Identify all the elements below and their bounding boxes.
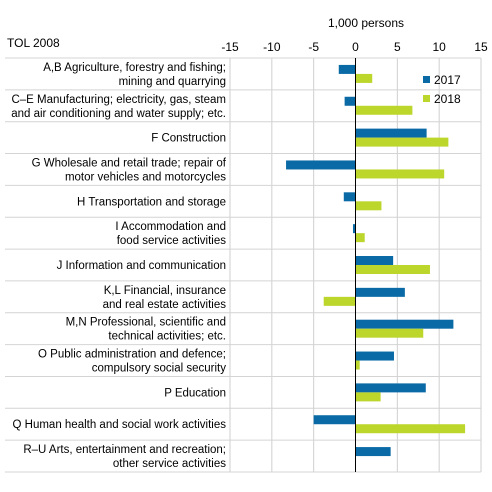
category-label: and air conditioning and water supply; e… bbox=[11, 108, 226, 120]
category-label: motor vehicles and motorcycles bbox=[65, 171, 226, 183]
category-label: M,N Professional, scientific and bbox=[66, 317, 226, 329]
bar-2018-9 bbox=[355, 360, 360, 370]
x-tick-label: 0 bbox=[352, 40, 359, 54]
legend-swatch-2018 bbox=[423, 95, 430, 102]
bar-2017-2 bbox=[355, 128, 427, 138]
x-axis-ticks: -15 -10 -5 0 5 10 15 bbox=[221, 40, 488, 54]
bar-2017-9 bbox=[355, 351, 394, 361]
category-label: food service activities bbox=[117, 235, 227, 247]
legend-label-2017: 2017 bbox=[434, 73, 461, 87]
bar-2018-3 bbox=[355, 169, 445, 179]
bar-2017-11 bbox=[313, 415, 356, 425]
bar-2017-3 bbox=[286, 160, 356, 170]
category-label: R–U Arts, entertainment and recreation; bbox=[23, 444, 226, 456]
x-tick-label: 15 bbox=[474, 40, 488, 54]
bar-2018-1 bbox=[355, 105, 413, 115]
bar-2018-7 bbox=[323, 296, 356, 306]
grid bbox=[229, 58, 482, 472]
category-label: C–E Manufacturing; electricity, gas, ste… bbox=[11, 94, 226, 106]
category-label: P Education bbox=[164, 387, 226, 399]
x-tick-label: -15 bbox=[221, 40, 239, 54]
category-label: other service activities bbox=[113, 458, 226, 470]
bar-2018-6 bbox=[355, 265, 430, 274]
bar-2018-0 bbox=[355, 73, 373, 83]
category-label: technical activities; etc. bbox=[108, 331, 226, 343]
legend-label-2018: 2018 bbox=[434, 92, 461, 106]
bar-2017-12 bbox=[355, 447, 391, 457]
category-label: compulsory social security bbox=[92, 363, 226, 375]
x-tick-label: 5 bbox=[394, 40, 401, 54]
bar-2017-0 bbox=[338, 64, 356, 74]
bar-2018-11 bbox=[355, 424, 466, 434]
bar-2018-8 bbox=[355, 328, 424, 338]
category-label: H Transportation and storage bbox=[77, 196, 226, 208]
x-tick-label: -10 bbox=[263, 40, 281, 54]
category-label: G Wholesale and retail trade; repair of bbox=[32, 157, 227, 169]
bar-2017-10 bbox=[355, 383, 426, 393]
bar-2017-6 bbox=[355, 256, 394, 265]
x-tick-label: -5 bbox=[308, 40, 319, 54]
category-label: Q Human health and social work activitie… bbox=[13, 419, 227, 431]
category-label: O Public administration and defence; bbox=[38, 349, 226, 361]
unit-label: 1,000 persons bbox=[328, 16, 404, 30]
category-label: and real estate activities bbox=[103, 299, 227, 311]
category-label: K,L Financial, insurance bbox=[104, 285, 226, 297]
legend-swatch-2017 bbox=[423, 76, 430, 83]
legend: 2017 2018 bbox=[423, 73, 461, 106]
bar-2017-1 bbox=[344, 96, 356, 106]
category-label: mining and quarrying bbox=[119, 76, 226, 88]
bar-2018-4 bbox=[355, 201, 382, 211]
category-label: I Accommodation and bbox=[115, 221, 226, 233]
x-tick-label: 10 bbox=[432, 40, 446, 54]
bar-2018-2 bbox=[355, 137, 449, 147]
bar-2017-7 bbox=[355, 287, 405, 297]
bar-2017-4 bbox=[343, 192, 356, 202]
bar-2018-5 bbox=[355, 233, 365, 243]
bar-2017-5 bbox=[352, 224, 356, 234]
bar-2018-10 bbox=[355, 392, 381, 402]
category-labels: A,B Agriculture, forestry and fishing; mi… bbox=[11, 62, 227, 470]
category-label: A,B Agriculture, forestry and fishing; bbox=[43, 62, 226, 74]
category-label: F Construction bbox=[151, 133, 226, 145]
category-separators bbox=[5, 57, 481, 473]
bar-2017-8 bbox=[355, 319, 454, 329]
bars bbox=[286, 64, 466, 457]
category-header: TOL 2008 bbox=[7, 36, 60, 50]
category-label: J Information and communication bbox=[57, 260, 226, 272]
